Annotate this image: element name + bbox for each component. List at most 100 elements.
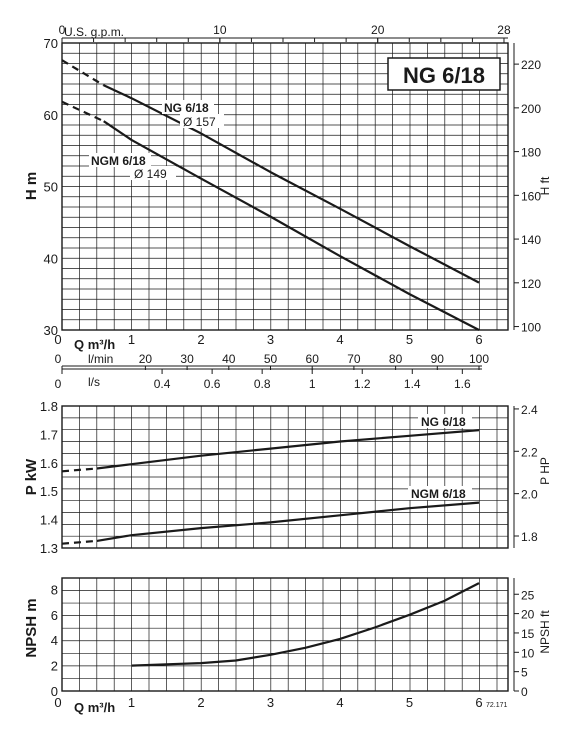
ls-tick-label: 0.6	[204, 377, 221, 391]
lmin-tick-label: 20	[139, 352, 153, 366]
q-tick-label-bottom: 6	[475, 695, 482, 710]
head-curve-dashed-1	[61, 100, 105, 123]
npsh-y-tick-label: 2	[51, 659, 58, 674]
ls-tick-label: 0	[55, 377, 62, 391]
power-y-tick-label: 1.4	[40, 513, 58, 528]
head-series-label-ngm: NGM 6/18	[91, 154, 146, 168]
q-tick-label-top: 3	[267, 332, 274, 347]
power-curve-dashed-1	[61, 539, 97, 545]
ls-tick-label: 1	[309, 377, 316, 391]
head-y-tick-label: 50	[44, 180, 58, 195]
power-hp-tick-label: 2.2	[521, 445, 538, 459]
panel-frame	[61, 42, 509, 331]
lmin-tick-label: 90	[431, 352, 445, 366]
grid-layer	[61, 42, 509, 692]
lmin-tick-label: 30	[180, 352, 194, 366]
lmin-tick-label: 0	[55, 352, 62, 366]
q-tick-label-bottom: 2	[197, 695, 204, 710]
power-series-label-ngm: NGM 6/18	[411, 487, 466, 501]
q-axis-label-top: Q m³/h	[74, 337, 115, 352]
curve-layer	[61, 59, 480, 667]
head-series-sublabel-ng: Ø 157	[183, 115, 216, 129]
power-hp-axis-label: P HP	[538, 457, 552, 485]
ls-tick-label: 1.6	[454, 377, 471, 391]
q-tick-label-bottom: 3	[267, 695, 274, 710]
axis-layer	[61, 37, 519, 692]
gpm-tick-label: 0	[59, 23, 66, 37]
npsh-curve-0	[131, 582, 480, 667]
q-tick-label-top: 1	[128, 332, 135, 347]
npsh-ft-tick-label: 0	[521, 685, 528, 699]
panel-frame	[61, 577, 509, 692]
lmin-tick-label: 40	[222, 352, 236, 366]
npsh-y-tick-label: 0	[51, 684, 58, 699]
label-bg-power-ngm	[408, 486, 472, 500]
power-hp-tick-label: 1.8	[521, 530, 538, 544]
head-ft-tick-label: 100	[521, 321, 541, 335]
gpm-axis-label: U.S. g.p.m.	[64, 25, 124, 39]
head-curve-1	[103, 120, 480, 331]
power-hp-tick-label: 2.4	[521, 403, 538, 417]
lmin-tick-label: 70	[347, 352, 361, 366]
gpm-tick-label: 28	[497, 23, 511, 37]
power-y-tick-label: 1.6	[40, 456, 58, 471]
npsh-ft-tick-label: 20	[521, 608, 535, 622]
head-ft-tick-label: 220	[521, 58, 541, 72]
label-bg-power-ng	[418, 414, 472, 428]
q-tick-label-top: 4	[336, 332, 343, 347]
npsh-ft-tick-label: 25	[521, 588, 535, 602]
head-y-tick-label: 30	[44, 323, 58, 338]
head-y-tick-label: 70	[44, 36, 58, 51]
q-tick-label-bottom: 0	[54, 695, 61, 710]
label-bg-d157	[180, 114, 224, 128]
head-ft-tick-label: 160	[521, 189, 541, 203]
lmin-tick-label: 100	[469, 352, 489, 366]
head-ft-axis-label: H ft	[538, 176, 552, 195]
ls-tick-label: 0.4	[154, 377, 171, 391]
ls-tick-label: 0.8	[254, 377, 271, 391]
npsh-ft-tick-label: 10	[521, 646, 535, 660]
q-tick-label-bottom: 5	[406, 695, 413, 710]
npsh-axis-label: NPSH m	[23, 598, 40, 657]
npsh-ft-axis-label: NPSH ft	[538, 610, 552, 654]
npsh-ft-tick-label: 15	[521, 627, 535, 641]
head-ft-tick-label: 120	[521, 277, 541, 291]
power-y-tick-label: 1.5	[40, 484, 58, 499]
gpm-tick-label: 10	[213, 23, 227, 37]
head-ft-tick-label: 200	[521, 102, 541, 116]
head-series-sublabel-ngm: Ø 149	[134, 167, 167, 181]
power-curve-1	[96, 501, 480, 542]
npsh-y-tick-label: 6	[51, 608, 58, 623]
q-tick-label-top: 5	[406, 332, 413, 347]
head-axis-label: H m	[23, 172, 40, 200]
label-bg-d149	[130, 166, 176, 180]
lmin-tick-label: 60	[306, 352, 320, 366]
q-tick-label-bottom: 1	[128, 695, 135, 710]
gpm-tick-label: 20	[371, 23, 385, 37]
head-ft-tick-label: 180	[521, 146, 541, 160]
q-tick-label-top: 2	[197, 332, 204, 347]
title-box	[387, 57, 501, 91]
label-bg-ngm	[89, 153, 151, 167]
lmin-axis-label: l/min	[88, 352, 113, 366]
q-axis-label-bottom: Q m³/h	[74, 700, 115, 715]
power-y-tick-label: 1.3	[40, 541, 58, 556]
head-ft-tick-label: 140	[521, 233, 541, 247]
power-hp-tick-label: 2.0	[521, 488, 538, 502]
label-bg-ng	[162, 100, 214, 114]
chart-title: NG 6/18	[403, 63, 485, 88]
lmin-tick-label: 80	[389, 352, 403, 366]
power-curve-0	[96, 429, 480, 470]
ls-axis-label: l/s	[88, 375, 100, 389]
npsh-ft-tick-label: 5	[521, 666, 528, 680]
power-series-label-ng: NG 6/18	[421, 415, 466, 429]
head-curve-dashed-0	[61, 59, 105, 87]
panel-frame	[61, 405, 509, 549]
npsh-y-tick-label: 4	[51, 633, 58, 648]
head-series-label-ng: NG 6/18	[164, 101, 209, 115]
power-curve-dashed-0	[61, 467, 97, 473]
lmin-tick-label: 50	[264, 352, 278, 366]
ls-tick-label: 1.2	[354, 377, 371, 391]
head-y-tick-label: 60	[44, 108, 58, 123]
